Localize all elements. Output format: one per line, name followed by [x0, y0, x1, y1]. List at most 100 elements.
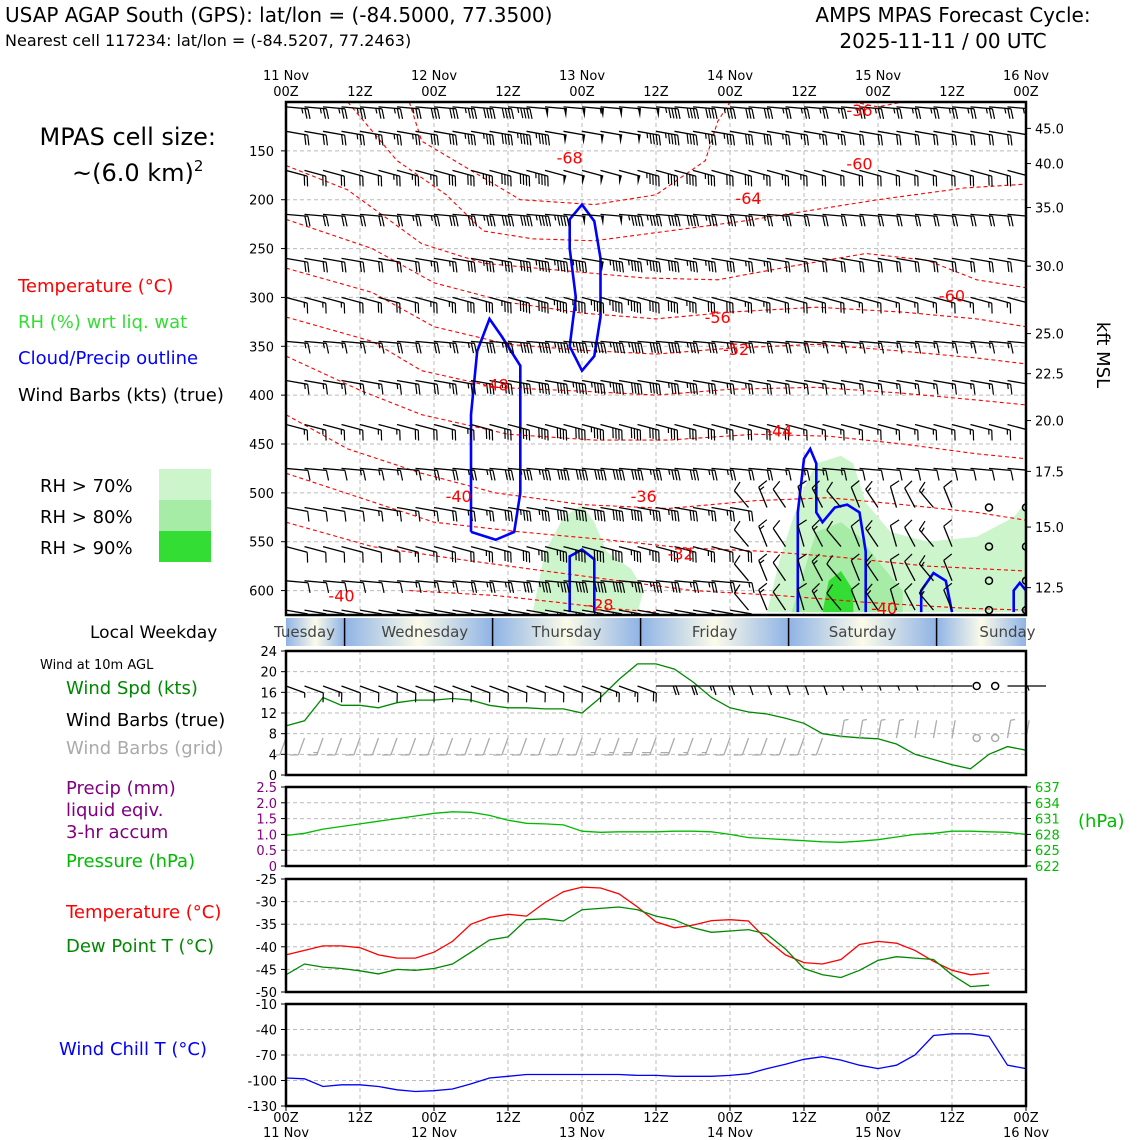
barb-flag	[436, 384, 439, 395]
barb-staff	[970, 130, 993, 136]
barb-flag	[862, 216, 866, 227]
wind-barb-true	[618, 685, 639, 703]
wind-barb-grid	[789, 737, 805, 756]
barb-flag	[904, 553, 913, 562]
barb-staff	[803, 379, 826, 385]
barb-staff	[889, 588, 898, 611]
barb-staff	[415, 296, 437, 304]
barb-flag	[566, 216, 570, 227]
wind-barb-aloft	[322, 213, 348, 227]
barb-staff	[378, 580, 401, 584]
barb-staff	[655, 379, 678, 385]
barb-staff	[489, 130, 512, 136]
barb-staff	[822, 296, 844, 304]
barb-staff	[826, 592, 842, 611]
barb-flag	[483, 107, 487, 119]
barb-flag	[381, 135, 384, 146]
barb-flag	[307, 384, 310, 395]
barb-flag	[600, 342, 604, 354]
wind-barb-aloft	[896, 169, 919, 187]
wind-barb-aloft	[396, 423, 420, 441]
barb-flag	[510, 384, 513, 395]
barb-flag	[803, 215, 808, 227]
top-time-tick-label: 12Z	[495, 85, 521, 100]
barb-flag	[954, 216, 959, 227]
wind-barb-aloft	[811, 582, 824, 611]
wind-barb-grid	[400, 737, 417, 756]
wind-barbs-aloft	[286, 106, 1026, 615]
barb-flag	[510, 582, 515, 593]
legend-cloud: Cloud/Precip outline	[18, 348, 198, 369]
wind-barb-aloft	[785, 379, 809, 395]
barb-staff	[822, 423, 844, 431]
barb-flag	[708, 108, 712, 119]
wind-barb-aloft	[452, 106, 478, 120]
barb-staff	[988, 423, 1011, 431]
barb-staff	[433, 340, 456, 344]
precip-pressure-panel-frame	[284, 785, 1028, 868]
barb-staff	[933, 467, 956, 471]
barb-flag	[640, 216, 644, 227]
barb-staff	[396, 545, 419, 553]
barb-half-flag	[726, 510, 729, 516]
wind-barb-true	[785, 685, 810, 696]
barb-staff	[322, 296, 345, 304]
wind-barb-aloft	[674, 106, 700, 120]
wind-barb-aloft	[758, 519, 768, 547]
barb-staff	[563, 130, 586, 136]
barb-flag	[597, 469, 601, 481]
barb-staff	[988, 213, 1011, 217]
barb-flag	[988, 134, 991, 145]
barb-flag	[344, 384, 347, 395]
barb-half-flag	[430, 215, 433, 222]
barb-flag	[510, 262, 513, 273]
wind-barb-aloft	[733, 481, 749, 508]
barb-half-flag	[538, 509, 541, 516]
barb-staff	[729, 467, 752, 471]
barb-flag	[732, 108, 737, 120]
barb-staff	[519, 737, 528, 756]
wind-barb-aloft	[655, 545, 679, 563]
barb-flag	[936, 470, 940, 481]
barb-staff	[341, 106, 364, 110]
barb-flag	[399, 343, 404, 354]
wind-barb-aloft	[933, 106, 959, 120]
barb-staff	[396, 379, 419, 385]
barb-half-flag	[486, 469, 489, 476]
barb-flag	[575, 469, 579, 480]
barb-flag	[523, 108, 527, 119]
barb-flag	[597, 383, 600, 394]
barb-flag	[436, 108, 441, 120]
barb-flag	[917, 470, 922, 481]
barb-flag	[1007, 215, 1011, 227]
barb-flag	[689, 133, 692, 145]
wind-barb-aloft	[951, 106, 977, 120]
barb-flag	[304, 134, 307, 145]
barb-flag	[714, 135, 717, 146]
barb-staff	[655, 130, 678, 136]
barb-flag	[615, 510, 618, 521]
barb-flag	[652, 510, 655, 521]
barb-flag	[556, 382, 560, 394]
barb-flag	[575, 260, 578, 271]
barb-flag	[806, 108, 811, 120]
wind-barb-grid	[419, 737, 435, 756]
barb-flag	[806, 343, 811, 354]
barb-flag	[436, 470, 441, 481]
wind-barb-aloft	[692, 545, 716, 563]
precip-label-3: 3-hr accum	[66, 822, 168, 843]
barb-flag	[415, 383, 418, 395]
barb-flag	[655, 134, 658, 145]
wind-barb-aloft	[322, 545, 346, 563]
barb-staff	[470, 379, 493, 385]
wind-barb-aloft	[655, 379, 680, 395]
barb-half-flag	[430, 261, 433, 267]
local-weekday-label: Local Weekday	[90, 623, 217, 643]
barb-staff	[951, 340, 974, 344]
wind-barb-aloft	[655, 340, 681, 354]
barb-flag	[399, 108, 404, 120]
barb-staff	[600, 213, 623, 217]
wind-chill-label: Wind Chill T (°C)	[59, 1039, 207, 1060]
barb-flag	[825, 216, 829, 227]
barb-flag	[584, 511, 587, 522]
